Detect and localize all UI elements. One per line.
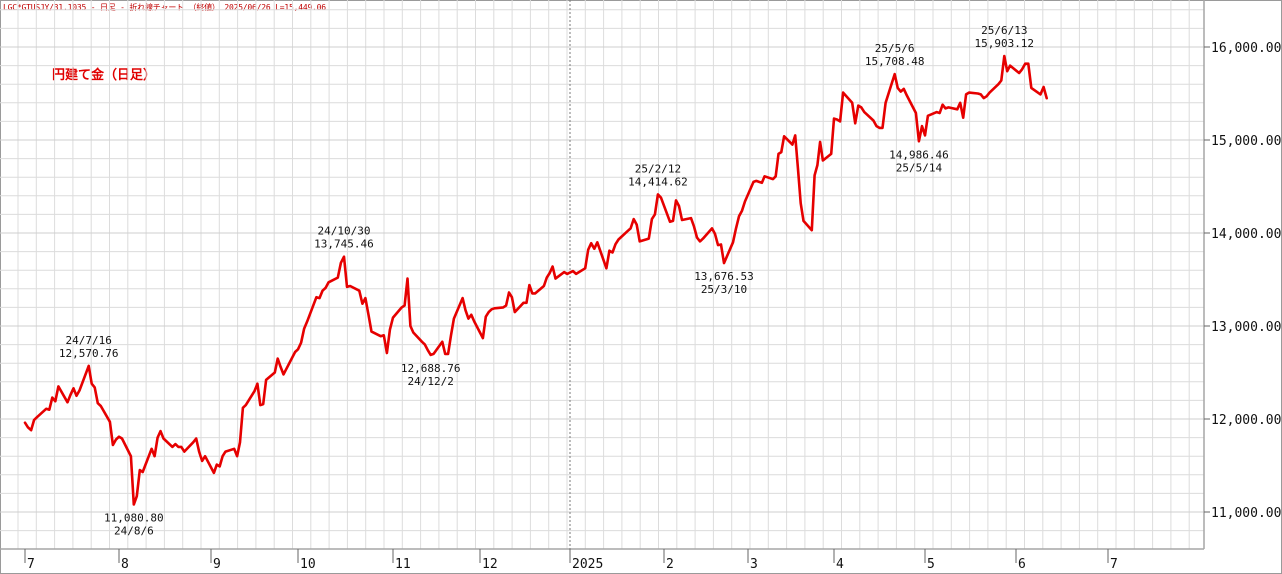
x-tick-label: 3 xyxy=(750,557,758,572)
annotation-label: 25/2/12 xyxy=(635,162,681,175)
annotation-label: 11,080.80 xyxy=(104,511,164,524)
annotation-label: 12,570.76 xyxy=(59,347,119,360)
annotation-label: 13,676.53 xyxy=(694,270,754,283)
annotation-label: 25/3/10 xyxy=(701,283,747,296)
annotation-label: 12,688.76 xyxy=(401,362,461,375)
x-axis-tick-labels: 7 8 9 10 11 12 2025 2 3 4 5 6 7 xyxy=(24,549,1118,572)
annotation-label: 24/12/2 xyxy=(408,375,454,388)
y-tick-label: 16,000.00 xyxy=(1211,41,1281,56)
x-tick-label: 5 xyxy=(927,557,935,572)
x-tick-label: 9 xyxy=(213,557,221,572)
x-tick-label: 11 xyxy=(395,557,411,572)
annotation-label: 24/7/16 xyxy=(65,334,111,347)
annotation-label: 24/10/30 xyxy=(317,225,370,238)
x-tick-label: 8 xyxy=(121,557,129,572)
annotation-label: 25/5/14 xyxy=(896,161,943,174)
x-tick-label: 7 xyxy=(1110,557,1118,572)
annotation-label: 15,903.12 xyxy=(974,37,1034,50)
annotation-label: 13,745.46 xyxy=(314,238,374,251)
x-tick-label: 12 xyxy=(482,557,498,572)
x-tick-label: 4 xyxy=(836,557,844,572)
vertical-gridlines xyxy=(17,0,1190,549)
y-tick-label: 11,000.00 xyxy=(1211,506,1281,521)
y-axis-tick-labels: 11,000.00 12,000.00 13,000.00 14,000.00 15,0… xyxy=(1204,41,1281,521)
x-tick-label: 6 xyxy=(1018,557,1026,572)
y-tick-label: 15,000.00 xyxy=(1211,134,1281,149)
y-tick-label: 13,000.00 xyxy=(1211,320,1281,335)
x-tick-label: 2025 xyxy=(572,557,603,572)
annotation-label: 25/6/13 xyxy=(981,24,1027,37)
annotation-label: 24/8/6 xyxy=(114,524,154,537)
x-tick-label: 2 xyxy=(666,557,674,572)
price-annotations: 24/7/1612,570.7611,080.8024/8/624/10/301… xyxy=(59,24,1034,537)
annotation-label: 15,708.48 xyxy=(865,55,925,68)
annotation-label: 14,414.62 xyxy=(628,175,688,188)
x-tick-label: 7 xyxy=(27,557,35,572)
x-tick-label: 10 xyxy=(300,557,316,572)
y-tick-label: 14,000.00 xyxy=(1211,227,1281,242)
price-series xyxy=(23,54,1048,506)
annotation-label: 14,986.46 xyxy=(889,148,949,161)
chart-title: 円建て金（日足） xyxy=(52,68,157,83)
y-tick-label: 12,000.00 xyxy=(1211,413,1281,428)
horizontal-gridlines xyxy=(0,9,1204,532)
annotation-label: 25/5/6 xyxy=(875,42,915,55)
chart-axes xyxy=(0,0,1205,550)
price-line xyxy=(23,54,1048,506)
